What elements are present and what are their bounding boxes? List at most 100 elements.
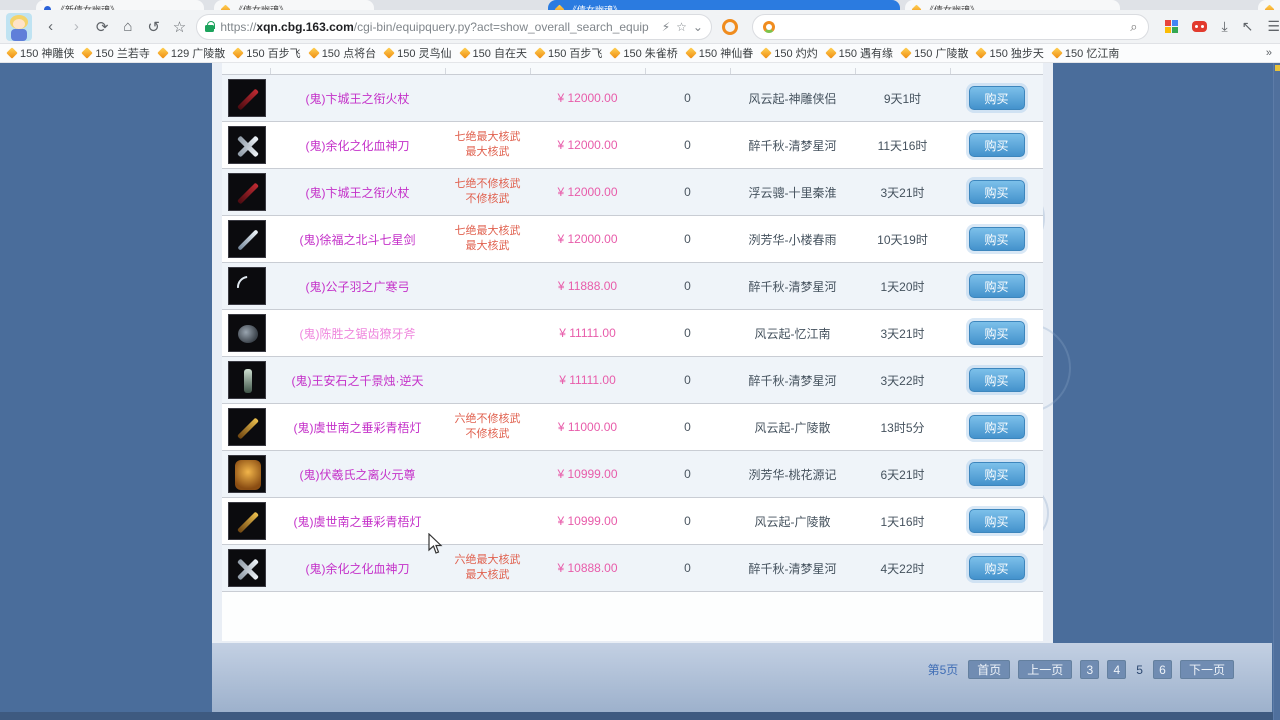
home-icon[interactable]: ⌂	[123, 18, 133, 35]
table-row[interactable]: (鬼)公子羽之广寒弓 ¥ 11888.00 0 醉千秋-清梦星河 1天20时 购…	[222, 263, 1043, 310]
item-icon-sword	[228, 220, 266, 258]
item-icon-lamp-staff	[228, 408, 266, 446]
item-name-link[interactable]: (鬼)公子羽之广寒弓	[305, 279, 410, 294]
page-3-button[interactable]: 3	[1080, 660, 1100, 679]
download-icon[interactable]: ⤓	[1221, 18, 1228, 34]
favorite-star-icon[interactable]: ☆	[172, 18, 187, 36]
item-name-link[interactable]: (鬼)卞城王之衔火杖	[305, 91, 410, 106]
tab-4[interactable]: 《倩女幽魂》…	[905, 0, 1120, 10]
buy-button[interactable]: 购买	[968, 227, 1025, 251]
tab-1[interactable]: 《新倩女幽魂》…	[36, 0, 204, 10]
scrollbar[interactable]	[1273, 63, 1280, 720]
bookmark-item[interactable]: 150 遇有缘	[824, 45, 893, 61]
bookmark-item[interactable]: 150 独步天	[975, 45, 1044, 61]
bookmark-item[interactable]: 150 百步飞	[534, 45, 602, 61]
buy-button[interactable]: 购买	[968, 415, 1025, 439]
table-row[interactable]: (鬼)卞城王之衔火杖 ¥ 12000.00 0 风云起-神雕侠侣 9天1时 购买	[222, 75, 1043, 122]
bookmark-item[interactable]: 129 广陵散	[157, 45, 225, 61]
buy-button[interactable]: 购买	[968, 180, 1025, 204]
item-name-link[interactable]: (鬼)虞世南之垂彩青梧灯	[293, 514, 422, 529]
table-row[interactable]: (鬼)虞世南之垂彩青梧灯 六绝不修核武 不修核武 ¥ 11000.00 0 风云…	[222, 404, 1043, 451]
buy-button[interactable]: 购买	[968, 321, 1025, 345]
clipped-row-edge	[222, 63, 1043, 75]
buy-button[interactable]: 购买	[968, 86, 1025, 110]
table-row[interactable]: (鬼)徐福之北斗七星剑 七绝最大核武 最大核武 ¥ 12000.00 0 洌芳华…	[222, 216, 1043, 263]
user-avatar[interactable]	[6, 12, 32, 41]
item-server: 醉千秋-清梦星河	[748, 373, 837, 388]
item-time-left: 10天19时	[877, 232, 928, 247]
pointer-tool-icon[interactable]: ↖	[1241, 18, 1254, 34]
item-name-link[interactable]: (鬼)徐福之北斗七星剑	[299, 232, 416, 247]
bookmark-item[interactable]: 150 灼灼	[760, 45, 818, 61]
content-panel: (鬼)卞城王之衔火杖 ¥ 12000.00 0 风云起-神雕侠侣 9天1时 购买…	[212, 63, 1071, 643]
bookmark-item[interactable]: 150 忆江南	[1051, 45, 1119, 61]
item-price: ¥ 11000.00	[557, 420, 618, 434]
table-row[interactable]: (鬼)虞世南之垂彩青梧灯 ¥ 10999.00 0 风云起-广陵散 1天16时 …	[222, 498, 1043, 545]
bookmark-item[interactable]: 150 广陵散	[900, 45, 968, 61]
table-row[interactable]: (鬼)卞城王之衔火杖 七绝不修核武 不修核武 ¥ 12000.00 0 浮云骢-…	[222, 169, 1043, 216]
back-icon[interactable]: ‹	[48, 18, 54, 35]
bookmark-item[interactable]: 150 神雕侠	[6, 45, 74, 61]
next-page-button[interactable]: 下一页	[1179, 660, 1234, 679]
buy-button[interactable]: 购买	[968, 509, 1025, 533]
bookmark-item[interactable]: 150 自在天	[458, 45, 527, 61]
tab-3-active[interactable]: 《倩女幽魂》…	[548, 0, 900, 10]
item-name-link[interactable]: (鬼)王安石之千景烛·逆天	[291, 373, 424, 388]
table-row[interactable]: (鬼)陈胜之锯齿獠牙斧 ¥ 11111.00 0 风云起-忆江南 3天21时 购…	[222, 310, 1043, 357]
bookmark-item[interactable]: 150 兰若寺	[81, 45, 150, 61]
cbg-gem-icon	[6, 47, 18, 59]
buy-button[interactable]: 购买	[968, 274, 1025, 298]
page-viewport: (鬼)卞城王之衔火杖 ¥ 12000.00 0 风云起-神雕侠侣 9天1时 购买…	[0, 63, 1280, 720]
item-server: 洌芳华-桃花源记	[748, 467, 837, 482]
buy-button[interactable]: 购买	[968, 133, 1025, 157]
item-name-link[interactable]: (鬼)虞世南之垂彩青梧灯	[293, 420, 422, 435]
extension-logo-icon[interactable]	[721, 18, 738, 35]
prev-page-button[interactable]: 上一页	[1018, 660, 1073, 679]
buy-button[interactable]: 购买	[968, 368, 1025, 392]
reload-icon[interactable]: ⟳	[95, 18, 109, 36]
address-bar[interactable]: https://xqn.cbg.163.com/cgi-bin/equipque…	[196, 13, 712, 40]
buy-button[interactable]: 购买	[968, 462, 1025, 486]
cbg-gem-icon	[383, 47, 395, 59]
search-icon[interactable]: ⌕	[1130, 18, 1138, 34]
tab-2[interactable]: 《倩女幽魂》…	[214, 0, 374, 10]
bookmark-star-icon[interactable]: ☆	[676, 19, 687, 34]
page-6-button[interactable]: 6	[1152, 660, 1172, 679]
undo-icon[interactable]: ↺	[147, 18, 160, 36]
chevron-down-icon[interactable]: ⌄	[692, 19, 703, 34]
lightning-icon[interactable]: ⚡	[661, 19, 671, 34]
mouse-cursor	[428, 533, 443, 554]
table-row[interactable]: (鬼)伏羲氏之离火元尊 ¥ 10999.00 0 洌芳华-桃花源记 6天21时 …	[222, 451, 1043, 498]
buy-button[interactable]: 购买	[968, 556, 1025, 580]
bookmarks-overflow-chevron[interactable]: »	[1265, 47, 1272, 59]
table-row[interactable]: (鬼)余化之化血神刀 六绝最大核武 最大核武 ¥ 10888.00 0 醉千秋-…	[222, 545, 1043, 592]
first-page-button[interactable]: 首页	[968, 660, 1011, 679]
bookmark-item[interactable]: 150 灵鸟仙	[383, 45, 452, 61]
games-icon[interactable]	[1191, 21, 1208, 32]
tab-title: 《倩女幽魂》…	[925, 4, 989, 11]
bookmark-item[interactable]: 150 点将台	[308, 45, 376, 61]
apps-grid-icon[interactable]	[1164, 20, 1178, 33]
item-name-link[interactable]: (鬼)余化之化血神刀	[305, 138, 410, 153]
item-time-left: 4天22时	[880, 561, 925, 576]
item-name-link[interactable]: (鬼)伏羲氏之离火元尊	[299, 467, 416, 482]
url-text[interactable]: https://xqn.cbg.163.com/cgi-bin/equipque…	[220, 19, 649, 34]
forward-icon[interactable]: ›	[73, 18, 79, 35]
bookmark-item[interactable]: 150 神仙眷	[685, 45, 753, 61]
menu-icon[interactable]: ☰	[1267, 18, 1280, 34]
tab-5[interactable]: 《倩女幽魂》…	[1258, 0, 1280, 10]
item-name-link[interactable]: (鬼)陈胜之锯齿獠牙斧	[299, 326, 416, 341]
item-name-link[interactable]: (鬼)余化之化血神刀	[305, 561, 410, 576]
item-time-left: 11天16时	[877, 138, 928, 153]
item-count: 0	[684, 514, 691, 528]
search-input[interactable]: ⌕	[751, 13, 1149, 40]
tab-title: 《倩女幽魂》…	[568, 4, 632, 11]
item-attr: 六绝不修核武 不修核武	[454, 413, 521, 440]
item-name-link[interactable]: (鬼)卞城王之衔火杖	[305, 185, 410, 200]
table-row[interactable]: (鬼)余化之化血神刀 七绝最大核武 最大核武 ¥ 12000.00 0 醉千秋-…	[222, 122, 1043, 169]
page-4-button[interactable]: 4	[1107, 660, 1127, 679]
bookmark-item[interactable]: 150 朱雀桥	[609, 45, 678, 61]
item-time-left: 1天20时	[880, 279, 925, 294]
bookmark-item[interactable]: 150 百步飞	[232, 45, 301, 61]
table-row[interactable]: (鬼)王安石之千景烛·逆天 ¥ 11111.00 0 醉千秋-清梦星河 3天22…	[222, 357, 1043, 404]
